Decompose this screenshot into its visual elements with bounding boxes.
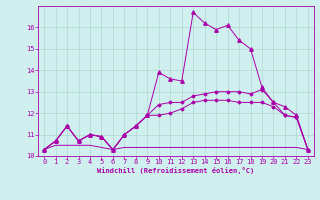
X-axis label: Windchill (Refroidissement éolien,°C): Windchill (Refroidissement éolien,°C): [97, 167, 255, 174]
